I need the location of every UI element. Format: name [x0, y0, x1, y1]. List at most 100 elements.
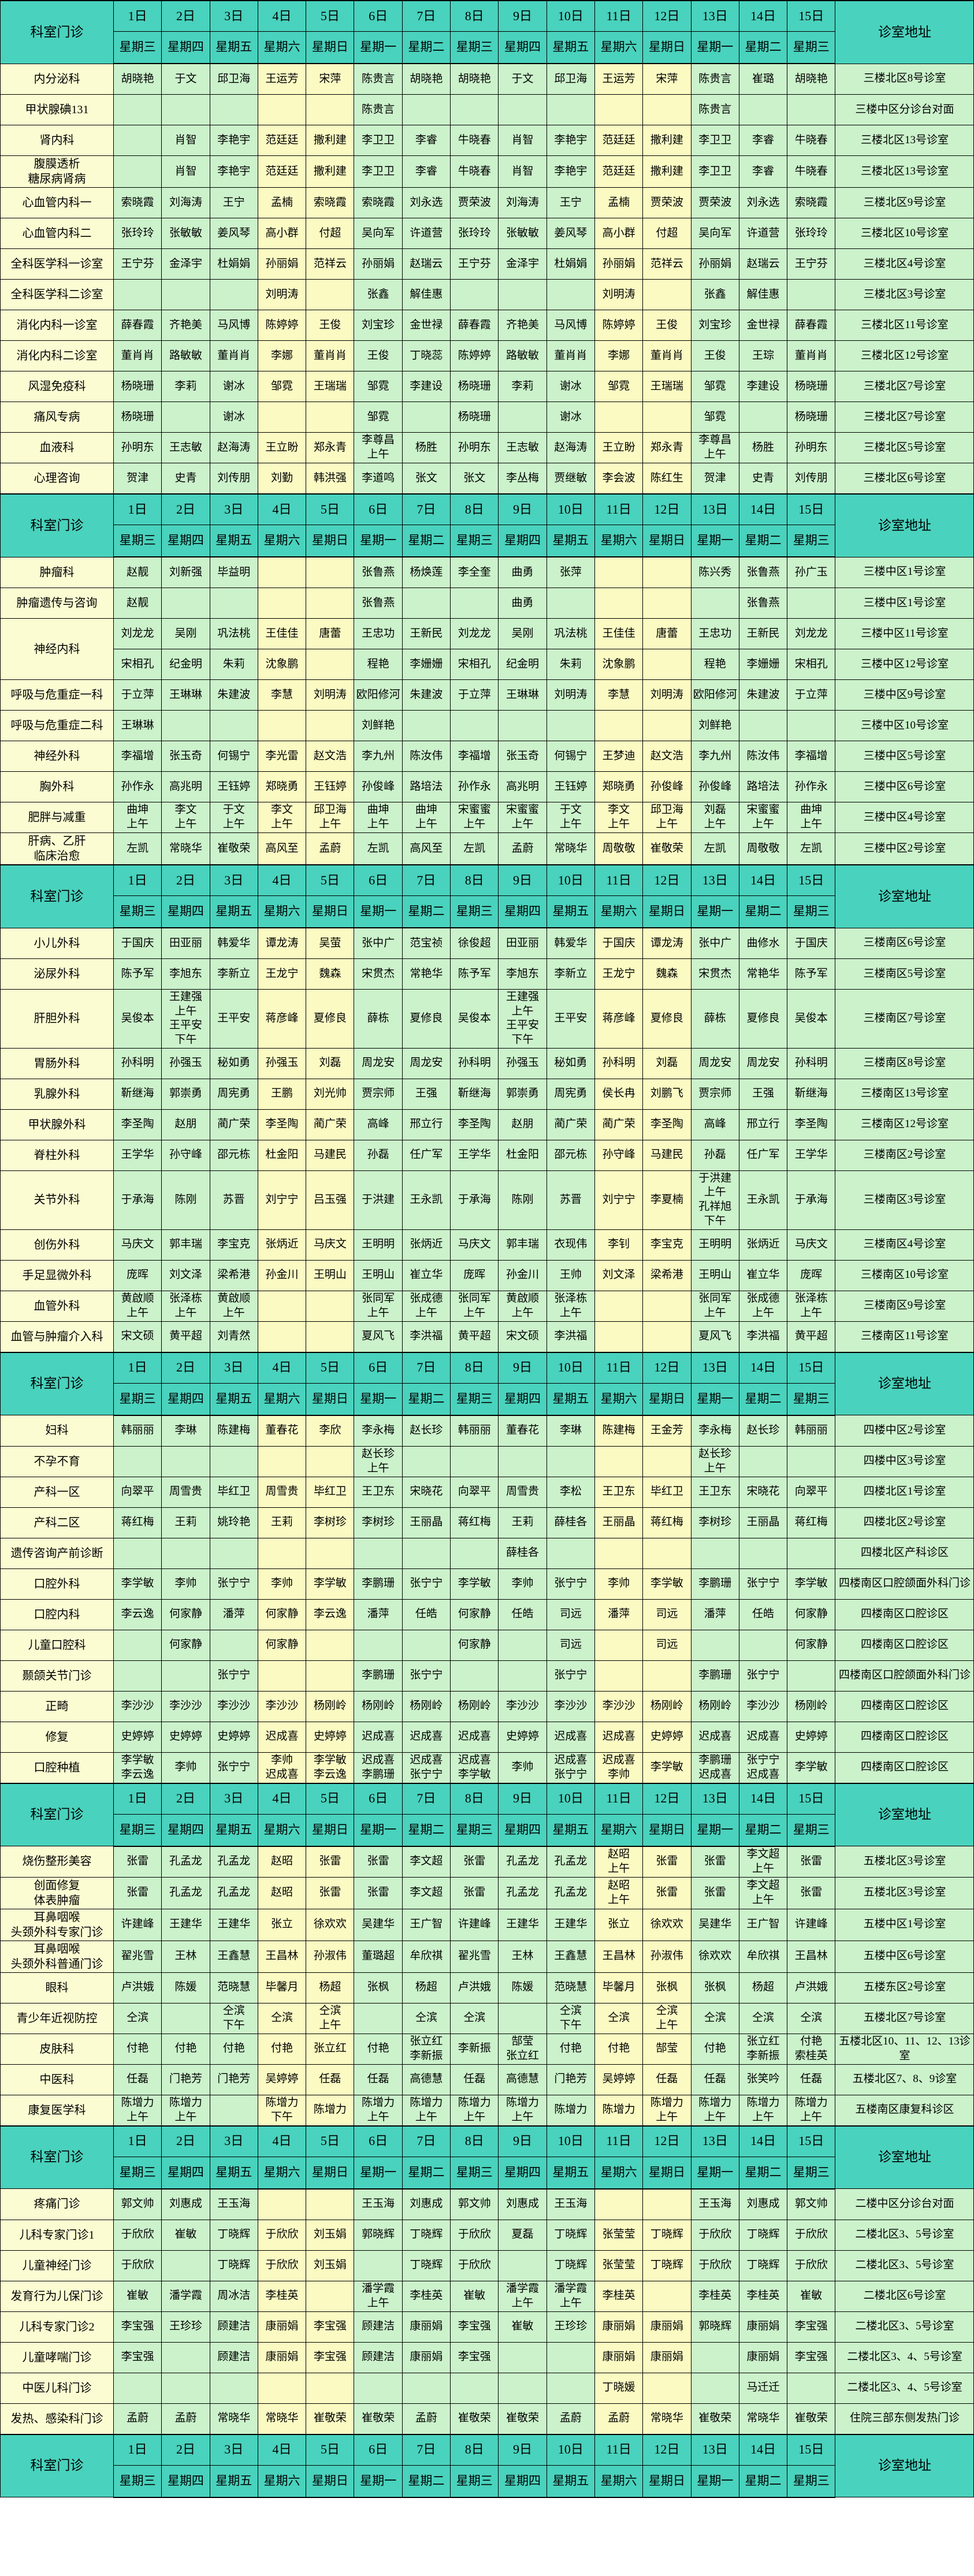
schedule-cell: 崔敏 [161, 2219, 210, 2251]
schedule-cell: 李慧 [257, 679, 307, 711]
schedule-cell: 李新振 [450, 2033, 499, 2065]
schedule-cell: 李欣 [306, 1415, 355, 1447]
dept-label: 肝胆外科 [0, 989, 114, 1049]
dept-label: 眼科 [0, 1972, 114, 2003]
schedule-cell [402, 1629, 451, 1661]
schedule-cell: 吴建华 [690, 1908, 739, 1941]
schedule-cell [306, 1629, 355, 1661]
schedule-cell: 邱卫海 上午 [642, 802, 692, 833]
header-weekday-1: 星期三 [113, 1813, 162, 1847]
schedule-cell: 付艳 索桂英 [787, 2033, 836, 2065]
header-day-6: 6日 [354, 493, 403, 525]
schedule-cell: 李宝强 [450, 2341, 499, 2373]
schedule-cell: 王建华 [209, 1908, 258, 1941]
schedule-cell [738, 710, 788, 741]
room-address: 三楼南区13号诊室 [835, 1078, 974, 1110]
schedule-cell: 史婷婷 [209, 1721, 258, 1753]
header-day-5: 5日 [306, 2125, 355, 2157]
header-weekday-13: 星期一 [690, 895, 739, 928]
schedule-cell [209, 2094, 258, 2126]
schedule-cell: 刘宁宁 [594, 1170, 644, 1230]
schedule-cell: 李新立 [209, 958, 258, 990]
dept-label: 关节外科 [0, 1170, 114, 1230]
schedule-cell: 迟成喜 [738, 1721, 788, 1753]
schedule-cell: 李学敏 [113, 1568, 162, 1600]
schedule-cell: 王瑞瑞 [642, 371, 692, 402]
header-day-7: 7日 [402, 2125, 451, 2157]
schedule-cell: 贾继敏 [546, 463, 595, 495]
schedule-cell: 李学敏 [787, 1752, 836, 1783]
schedule-cell: 仝滨 下午 [209, 2002, 258, 2034]
schedule-cell: 李帅 迟成喜 [257, 1752, 307, 1783]
schedule-cell: 薛春霞 [787, 310, 836, 341]
room-address: 三楼北区11号诊室 [835, 310, 974, 341]
schedule-cell [594, 402, 644, 433]
header-dept-col: 科室门诊 [0, 2125, 114, 2189]
schedule-cell: 张雷 [690, 1876, 739, 1909]
schedule-cell: 李帅 [161, 1568, 210, 1600]
dept-label: 耳鼻咽喉 头颈外科专家门诊 [0, 1908, 114, 1941]
schedule-cell: 周宪勇 [209, 1078, 258, 1110]
schedule-cell: 李娜 [594, 340, 644, 371]
schedule-cell: 马建民 [306, 1139, 355, 1171]
schedule-cell: 王玉海 [546, 2188, 595, 2220]
schedule-cell: 吴建华 [354, 1908, 403, 1941]
header-day-10: 10日 [546, 2433, 595, 2466]
schedule-cell: 李帅 [161, 1752, 210, 1783]
schedule-cell: 王立盼 [594, 432, 644, 463]
header-addr-col: 诊室地址 [835, 864, 974, 928]
schedule-cell: 蔺广荣 [306, 1109, 355, 1140]
schedule-cell: 纪金明 [161, 649, 210, 680]
schedule-cell [209, 94, 258, 125]
schedule-cell: 王琳琳 [161, 679, 210, 711]
schedule-cell: 陈贵言 [690, 63, 739, 95]
schedule-cell: 赵昭 上午 [594, 1876, 644, 1909]
schedule-cell: 杜金阳 [257, 1139, 307, 1171]
schedule-cell: 王永凯 [738, 1170, 788, 1230]
schedule-cell: 卢洪娥 [450, 1972, 499, 2003]
schedule-cell: 张玲玲 [787, 218, 836, 249]
header-day-10: 10日 [546, 2125, 595, 2157]
schedule-cell: 黄啟顺 上午 [209, 1290, 258, 1322]
schedule-cell: 刘青然 [209, 1321, 258, 1352]
schedule-cell: 王佳佳 [594, 618, 644, 649]
header-addr-col: 诊室地址 [835, 2433, 974, 2497]
schedule-cell: 迟成喜 李学敏 [450, 1752, 499, 1783]
schedule-cell: 周龙安 [738, 1047, 788, 1079]
header-day-6: 6日 [354, 1351, 403, 1384]
schedule-cell: 孙作永 [787, 771, 836, 802]
schedule-cell: 董肖肖 [787, 340, 836, 371]
header-day-1: 1日 [113, 864, 162, 896]
schedule-cell: 李卫卫 [354, 155, 403, 188]
schedule-cell: 李丛梅 [498, 463, 547, 495]
room-address: 四楼南区口腔诊区 [835, 1721, 974, 1753]
schedule-cell: 郭晓辉 [690, 2311, 739, 2343]
schedule-cell: 陈增力 上午 [738, 2094, 788, 2126]
schedule-cell [306, 2188, 355, 2220]
schedule-cell: 常晓华 [738, 2403, 788, 2434]
schedule-cell [113, 1660, 162, 1692]
header-weekday-13: 星期一 [690, 2156, 739, 2190]
schedule-cell: 梁希港 [209, 1259, 258, 1291]
schedule-cell: 付艳 [594, 2033, 644, 2065]
schedule-cell: 李光雷 [257, 741, 307, 772]
schedule-cell: 张鑫 [690, 279, 739, 310]
header-day-1: 1日 [113, 1782, 162, 1815]
schedule-cell [161, 279, 210, 310]
schedule-cell: 高风至 [257, 832, 307, 865]
schedule-cell: 仝滨 上午 [306, 2002, 355, 2034]
schedule-cell: 于欣欣 [690, 2219, 739, 2251]
schedule-cell: 迟成喜 [257, 1721, 307, 1753]
room-address: 三楼北区12号诊室 [835, 340, 974, 371]
schedule-cell [787, 1445, 836, 1477]
header-day-4: 4日 [257, 493, 307, 525]
header-weekday-13: 星期一 [690, 1382, 739, 1416]
schedule-cell: 夏风飞 [354, 1321, 403, 1352]
dept-label: 泌尿外科 [0, 958, 114, 990]
schedule-cell: 高德慧 [498, 2064, 547, 2095]
schedule-cell [642, 402, 692, 433]
schedule-cell: 李宝强 [306, 2341, 355, 2373]
schedule-cell: 宋萍 [306, 63, 355, 95]
schedule-cell: 邹霓 [594, 371, 644, 402]
schedule-cell: 郑永青 [306, 432, 355, 463]
